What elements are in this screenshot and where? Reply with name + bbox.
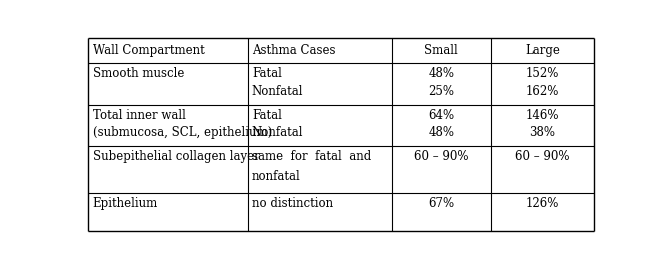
Text: 162%: 162%	[525, 85, 559, 98]
Text: Smooth muscle: Smooth muscle	[93, 67, 184, 80]
Text: 64%: 64%	[428, 109, 454, 121]
Text: 60 – 90%: 60 – 90%	[515, 150, 569, 163]
Text: no distinction: no distinction	[252, 197, 333, 210]
Text: 67%: 67%	[428, 197, 454, 210]
Text: nonfatal: nonfatal	[252, 170, 300, 183]
Text: 25%: 25%	[428, 85, 454, 98]
Text: 48%: 48%	[428, 127, 454, 139]
Text: Fatal: Fatal	[252, 109, 282, 121]
Text: 48%: 48%	[428, 67, 454, 80]
Text: Wall Compartment: Wall Compartment	[93, 44, 204, 57]
Text: Epithelium: Epithelium	[93, 197, 158, 210]
Text: Small: Small	[424, 44, 458, 57]
Text: Subepithelial collagen layer: Subepithelial collagen layer	[93, 150, 259, 163]
Text: same  for  fatal  and: same for fatal and	[252, 150, 371, 163]
Text: Fatal: Fatal	[252, 67, 282, 80]
Text: 146%: 146%	[525, 109, 559, 121]
Text: Total inner wall: Total inner wall	[93, 109, 185, 121]
Text: 152%: 152%	[525, 67, 559, 80]
Text: 38%: 38%	[529, 127, 555, 139]
Text: Large: Large	[525, 44, 560, 57]
Text: Asthma Cases: Asthma Cases	[252, 44, 336, 57]
Text: 60 – 90%: 60 – 90%	[414, 150, 468, 163]
Text: (submucosa, SCL, epithelium): (submucosa, SCL, epithelium)	[93, 126, 272, 139]
Text: Nonfatal: Nonfatal	[252, 85, 304, 98]
Text: 126%: 126%	[525, 197, 559, 210]
Text: Nonfatal: Nonfatal	[252, 127, 304, 139]
